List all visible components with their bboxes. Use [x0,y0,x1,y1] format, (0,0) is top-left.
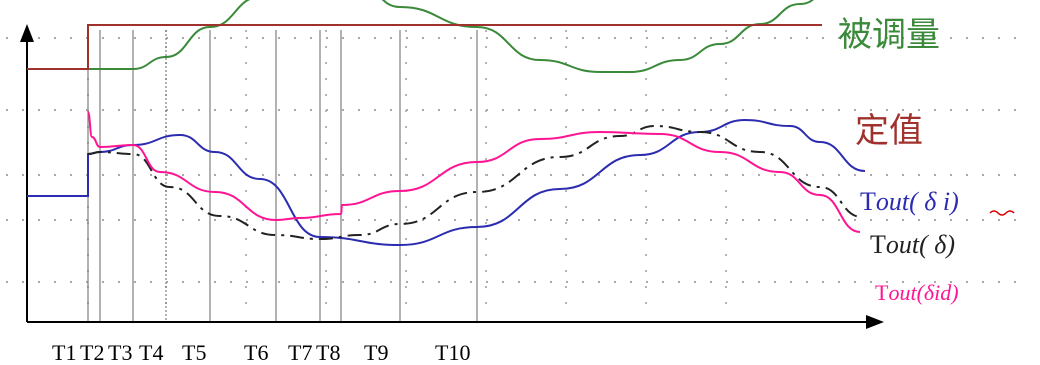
legend-label-tout-di-suffix: out( δ i) [876,187,959,216]
time-marker-lines [87,30,478,322]
legend-label-tout-d-prefix: T [870,230,886,259]
legend-label-tout-did: Tout(δid) [875,280,959,305]
series-line-1 [27,24,822,70]
x-axis-arrow [866,315,884,329]
series-lines [27,0,866,247]
tick-label-t7: T7 [288,340,312,365]
tick-label-t8: T8 [316,340,340,365]
legend-label-tout-d-suffix: out( δ) [886,230,955,259]
tick-label-t9: T9 [364,340,388,365]
legend-label-tout-d: Tout( δ) [870,230,955,259]
y-axis-arrow [20,24,34,42]
legend-label-tout-did-suffix: out(δid) [888,280,958,305]
tick-label-t2: T2 [80,340,104,365]
tick-label-t4: T4 [139,340,163,365]
tick-label-t6: T6 [244,340,268,365]
tick-label-t10: T10 [435,340,470,365]
red-squiggle [989,210,1015,216]
legend-label-tout-di-prefix: T [860,187,876,216]
tick-labels: T1 T2 T3 T4 T5 T6 T7 T8 T9 T10 [52,340,470,365]
series-line-4 [87,111,861,233]
legend-label-tout-did-prefix: T [875,280,889,305]
series-line-0 [27,0,815,73]
tick-label-t1: T1 [52,340,76,365]
series-line-3 [87,124,863,241]
tick-label-t3: T3 [108,340,132,365]
legend-label-tout-di: Tout( δ i) [860,187,959,216]
legend-label-setpoint: 定值 [855,111,923,151]
tick-label-t5: T5 [182,340,206,365]
axes [20,24,884,329]
legend-label-controlled-variable: 被调量 [838,15,940,55]
series-line-2 [27,118,866,247]
